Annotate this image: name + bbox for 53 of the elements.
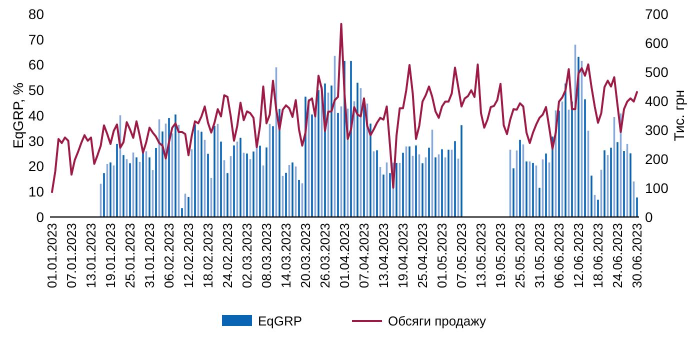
x-tick-label: 20.03.2023 xyxy=(298,223,314,288)
x-tick-label: 07.05.2023 xyxy=(454,223,470,288)
x-tick-label: 19.04.2023 xyxy=(396,223,411,288)
y2-tick-label: 0 xyxy=(645,208,653,225)
y2-tick-label: 100 xyxy=(645,180,669,196)
x-tick-label: 30.06.2023 xyxy=(630,223,645,288)
x-tick-label: 19.05.2023 xyxy=(493,223,508,288)
x-tick-label: 13.01.2023 xyxy=(84,223,99,288)
x-tick-label: 19.01.2023 xyxy=(103,223,118,288)
x-tick-label: 18.02.2023 xyxy=(200,223,216,288)
y-tick-label: 0 xyxy=(36,208,44,225)
y2-tick-label: 300 xyxy=(645,122,669,138)
x-tick-label: 12.02.2023 xyxy=(181,223,196,288)
x-tick-label: 24.06.2023 xyxy=(610,223,626,288)
y-tick-label: 50 xyxy=(28,82,44,98)
x-tick-label: 12.06.2023 xyxy=(571,223,586,288)
y-axis-title: EqGRP, % xyxy=(10,82,26,148)
x-tick-label: 18.06.2023 xyxy=(590,223,606,288)
line-series xyxy=(51,22,638,194)
x-tick-label: 02.03.2023 xyxy=(240,223,255,288)
legend-label: Обсяги продажу xyxy=(388,314,486,329)
x-tick-label: 01.05.2023 xyxy=(434,223,450,288)
x-tick-label: 06.02.2023 xyxy=(162,223,177,288)
x-tick-label: 08.03.2023 xyxy=(259,223,274,288)
x-tick-label: 07.04.2023 xyxy=(356,223,372,288)
y-tick-label: 80 xyxy=(28,6,44,22)
y2-tick-label: 200 xyxy=(645,150,669,167)
legend-label: EqGRP xyxy=(258,314,302,329)
y2-tick-label: 600 xyxy=(645,34,669,51)
x-tick-label: 13.04.2023 xyxy=(376,223,392,288)
y2-axis-title: Тис. грн xyxy=(670,90,687,142)
x-tick-label: 26.03.2023 xyxy=(318,223,333,288)
x-tick-label: 25.04.2023 xyxy=(415,223,430,288)
x-tick-label: 24.02.2023 xyxy=(220,223,236,288)
y2-tick-label: 400 xyxy=(645,92,669,109)
y-tick-label: 40 xyxy=(28,107,44,124)
x-tick-label: 31.05.2023 xyxy=(532,223,548,288)
y2-tick-label: 500 xyxy=(645,64,669,80)
y-tick-label: 60 xyxy=(28,56,44,73)
x-tick-label: 01.04.2023 xyxy=(337,223,352,288)
x-tick-label: 25.01.2023 xyxy=(122,223,138,288)
y2-tick-label: 700 xyxy=(645,6,669,22)
x-tick-label: 01.01.2023 xyxy=(44,223,60,288)
y-tick-label: 20 xyxy=(28,158,44,174)
y-tick-label: 70 xyxy=(28,31,44,48)
y-tick-label: 30 xyxy=(28,132,44,149)
x-tick-label: 06.06.2023 xyxy=(552,223,567,288)
x-tick-label: 07.01.2023 xyxy=(64,223,80,288)
y-tick-label: 10 xyxy=(28,184,44,200)
x-tick-label: 14.03.2023 xyxy=(278,223,294,288)
x-tick-label: 25.05.2023 xyxy=(512,223,528,288)
x-tick-label: 31.01.2023 xyxy=(142,223,158,288)
x-tick-label: 13.05.2023 xyxy=(474,223,489,288)
